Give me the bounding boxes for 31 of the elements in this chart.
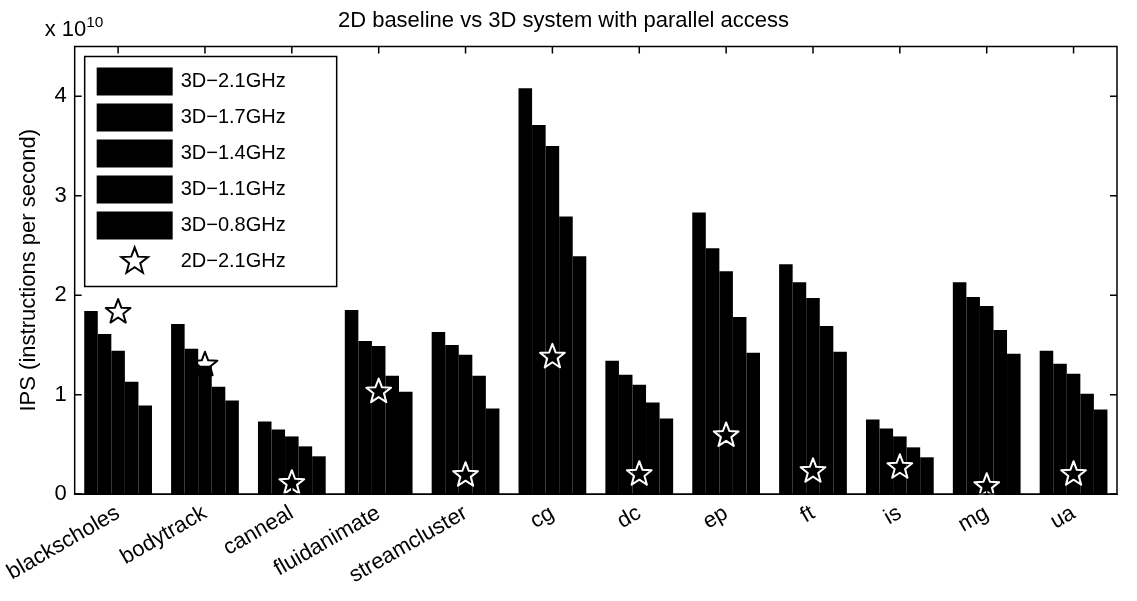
- point: [452, 461, 479, 487]
- point: [1060, 460, 1087, 486]
- point: [539, 342, 566, 369]
- y-tick-label: 3: [54, 181, 67, 207]
- legend-label: 3D−1.7GHz: [180, 104, 286, 127]
- x-tick-label: dc: [612, 499, 645, 533]
- y-tick-label: 2: [54, 281, 67, 307]
- x-tick-label: ep: [697, 499, 732, 534]
- point: [712, 421, 740, 447]
- legend-label: 2D−2.1GHz: [180, 248, 286, 271]
- point: [365, 377, 393, 404]
- x-tick-label: cg: [525, 499, 558, 533]
- point: [886, 453, 914, 479]
- y-axis-title: IPS (instructions per second): [15, 129, 41, 412]
- legend-label: 3D−1.1GHz: [180, 176, 286, 199]
- point: [973, 472, 1001, 498]
- y-tick-label: 1: [54, 380, 67, 406]
- y-tick-label: 4: [54, 82, 67, 108]
- legend-label: 3D−0.8GHz: [180, 212, 286, 235]
- point: [278, 469, 306, 495]
- legend-label: 3D−2.1GHz: [180, 68, 286, 91]
- x-tick-label: is: [879, 499, 906, 530]
- point: [104, 298, 132, 324]
- point: [625, 460, 653, 486]
- x-tick-label: ua: [1045, 499, 1080, 534]
- x-tick-label: mg: [953, 499, 993, 537]
- chart-title: 2D baseline vs 3D system with parallel access: [337, 7, 790, 33]
- point: [799, 457, 827, 483]
- x-tick-label: ft: [795, 499, 819, 528]
- y-tick-label: 0: [54, 480, 67, 506]
- legend-label: 3D−1.4GHz: [180, 140, 286, 163]
